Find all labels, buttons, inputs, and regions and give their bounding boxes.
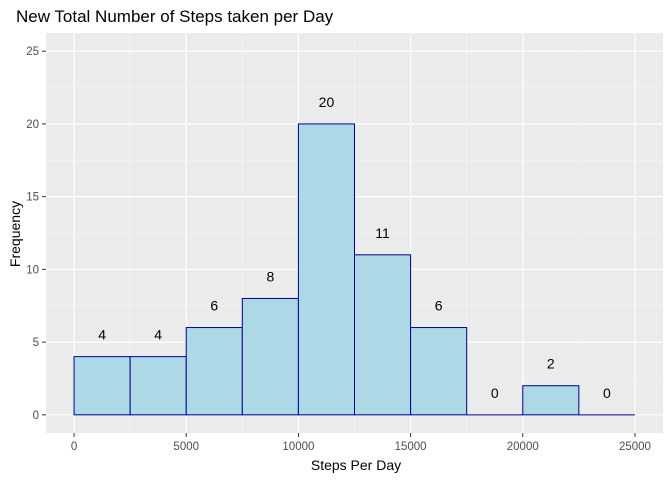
x-tick-label: 0	[71, 441, 77, 453]
bar-value-label: 20	[319, 94, 335, 110]
bars	[73, 123, 635, 416]
y-tick-label: 25	[26, 46, 39, 58]
histogram-bar	[185, 327, 243, 416]
x-tick-label: 5000	[173, 441, 199, 453]
histogram-bar	[522, 385, 580, 416]
y-axis-label: Frequency	[7, 201, 23, 267]
x-axis-label: Steps Per Day	[311, 457, 401, 473]
bar-value-label: 6	[435, 298, 443, 314]
y-tick-label: 5	[33, 337, 39, 349]
y-axis: 0 5 10 15 20 25	[26, 46, 46, 422]
histogram-bar	[297, 123, 355, 416]
histogram-bar	[354, 254, 412, 416]
bar-value-label: 4	[98, 327, 106, 343]
histogram-bar	[129, 356, 187, 416]
bar-value-label: 0	[603, 385, 611, 401]
x-tick-label: 10000	[282, 441, 314, 453]
x-tick-label: 20000	[507, 441, 539, 453]
y-tick-label: 10	[26, 264, 39, 276]
bar-value-label: 2	[547, 356, 555, 372]
bar-value-label: 4	[154, 327, 162, 343]
histogram-bar	[410, 327, 468, 416]
bar-value-label: 6	[210, 298, 218, 314]
bar-value-label: 11	[375, 225, 390, 241]
histogram-bar	[241, 297, 299, 416]
bar-value-label: 0	[491, 385, 499, 401]
x-axis: 0 5000 10000 15000 20000 25000	[71, 433, 651, 453]
chart-title: New Total Number of Steps taken per Day	[16, 7, 334, 26]
y-tick-label: 15	[26, 192, 39, 204]
y-tick-label: 0	[33, 410, 39, 422]
histogram-bar	[73, 356, 131, 416]
x-tick-label: 25000	[619, 441, 651, 453]
x-tick-label: 15000	[395, 441, 427, 453]
y-tick-label: 20	[26, 119, 39, 131]
bar-value-label: 8	[266, 268, 274, 284]
